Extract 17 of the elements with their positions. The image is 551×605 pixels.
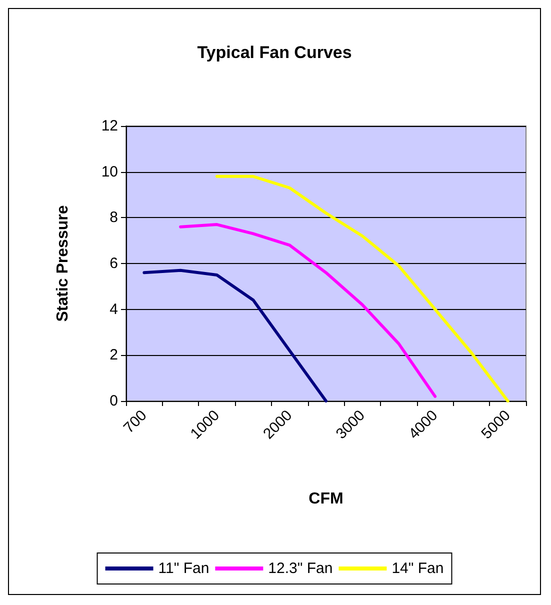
line-series: [142, 268, 328, 402]
x-tick-label: 700: [120, 406, 150, 437]
y-tick-label: 12: [101, 118, 118, 134]
line-series: [215, 174, 510, 402]
legend-label: 14" Fan: [392, 560, 444, 577]
y-tick-label: 8: [110, 209, 118, 226]
y-tick-label: 4: [110, 300, 118, 318]
y-tick-label: 0: [110, 392, 118, 410]
x-axis-title: CFM: [308, 490, 344, 508]
legend-label: 11" Fan: [158, 560, 210, 577]
y-tick-label: 10: [101, 163, 118, 180]
chart-title: Typical Fan Curves: [197, 43, 352, 62]
line-series: [179, 223, 437, 398]
legend-label: 12.3" Fan: [268, 560, 333, 577]
y-tick-label: 2: [110, 346, 118, 364]
y-axis-title: Static Pressure: [54, 205, 72, 322]
y-tick-label: 6: [110, 255, 118, 272]
